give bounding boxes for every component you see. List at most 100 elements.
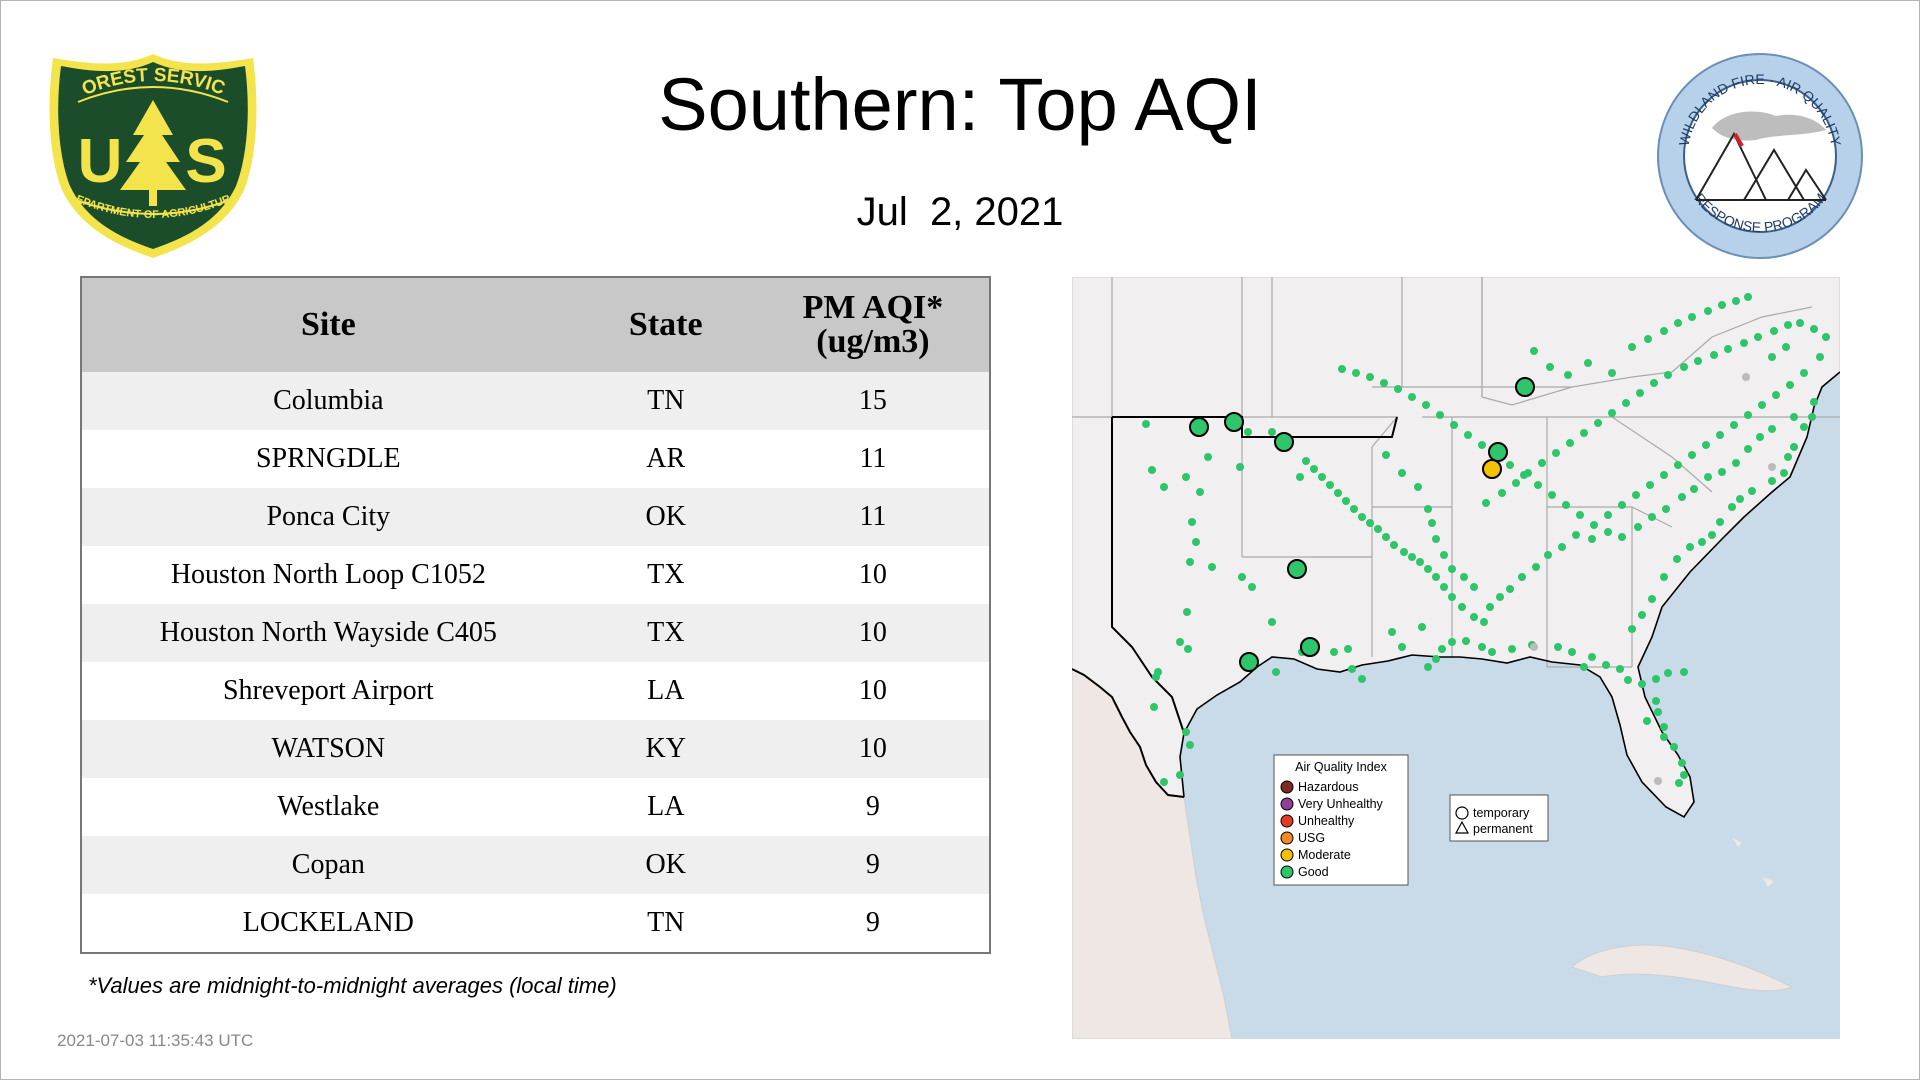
- table-row: SPRNGDLE AR 11: [81, 430, 990, 488]
- monitor-site-marker: [1576, 511, 1584, 519]
- monitor-site-marker: [1272, 668, 1280, 676]
- monitor-site-marker-no-data: [1768, 463, 1776, 471]
- legend-label: USG: [1298, 831, 1325, 845]
- aqi-cell: 9: [756, 894, 990, 953]
- monitor-site-marker: [1568, 648, 1576, 656]
- state-cell: TX: [574, 604, 757, 662]
- monitor-site-marker: [1728, 503, 1736, 511]
- monitor-site-marker: [1590, 521, 1598, 529]
- aqi-cell: 11: [756, 430, 990, 488]
- monitor-site-marker: [1754, 333, 1762, 341]
- legend-label: Hazardous: [1298, 780, 1358, 794]
- monitor-site-marker: [1768, 425, 1776, 433]
- monitor-site-marker: [1183, 608, 1191, 616]
- monitor-site-marker: [1268, 428, 1276, 436]
- monitor-site-marker: [1652, 697, 1660, 705]
- state-cell: AR: [574, 430, 757, 488]
- monitor-site-marker: [1634, 523, 1642, 531]
- monitor-site-marker: [1480, 618, 1488, 626]
- state-cell: TN: [574, 894, 757, 953]
- monitor-site-marker: [1673, 555, 1681, 563]
- monitor-site-marker: [1338, 365, 1346, 373]
- state-cell: TX: [574, 546, 757, 604]
- monitor-site-marker: [1710, 351, 1718, 359]
- wildland-fire-logo: WILDLAND FIRE · AIR QUALITY RESPONSE PRO…: [1657, 53, 1863, 259]
- monitor-site-marker: [1822, 333, 1830, 341]
- monitor-site-marker: [1744, 445, 1752, 453]
- monitor-site-marker: [1440, 551, 1448, 559]
- monitor-site-marker: [1432, 535, 1440, 543]
- monitor-site-marker: [1688, 313, 1696, 321]
- monitor-site-marker: [1660, 723, 1668, 731]
- monitor-site-marker: [1758, 401, 1766, 409]
- monitor-site-marker: [1508, 645, 1516, 653]
- monitor-site-marker: [1238, 573, 1246, 581]
- monitor-site-marker: [1482, 499, 1490, 507]
- monitor-site-marker-no-data: [1742, 373, 1750, 381]
- monitor-site-marker: [1544, 551, 1552, 559]
- monitor-site-marker: [1632, 491, 1640, 499]
- monitor-site-marker: [1506, 585, 1514, 593]
- monitor-site-marker: [1784, 321, 1792, 329]
- monitor-site-marker: [1488, 648, 1496, 656]
- monitor-site-marker: [1686, 543, 1694, 551]
- monitor-site-marker: [1382, 451, 1390, 459]
- monitor-site-marker: [1204, 453, 1212, 461]
- monitor-site-marker: [1604, 528, 1612, 536]
- site-cell: Houston North Loop C1052: [81, 546, 575, 604]
- monitor-site-marker: [1618, 533, 1626, 541]
- monitor-site-marker: [1608, 409, 1616, 417]
- monitor-site-marker: [1326, 481, 1334, 489]
- monitor-site-marker: [1664, 669, 1672, 677]
- monitor-site-marker: [1674, 461, 1682, 469]
- svg-text:S: S: [185, 127, 226, 196]
- site-cell: Copan: [81, 836, 575, 894]
- bahamas-landmass: [1732, 837, 1774, 887]
- table-row: Houston North Wayside C405 TX 10: [81, 604, 990, 662]
- monitor-site-marker: [1348, 665, 1356, 673]
- top-aqi-site-marker: [1189, 417, 1209, 437]
- monitor-site-marker: [1680, 771, 1688, 779]
- monitor-site-marker: [1680, 363, 1688, 371]
- monitor-site-marker: [1498, 489, 1506, 497]
- monitor-site-marker: [1810, 398, 1818, 406]
- monitor-site-marker: [1648, 595, 1656, 603]
- monitor-site-marker: [1432, 573, 1440, 581]
- aqi-cell: 10: [756, 604, 990, 662]
- legend-item-hazardous: Hazardous: [1280, 780, 1358, 794]
- monitor-site-marker: [1604, 511, 1612, 519]
- monitor-site-marker: [1810, 325, 1818, 333]
- monitor-site-marker: [1310, 465, 1318, 473]
- monitor-site-marker: [1648, 513, 1656, 521]
- state-cell: OK: [574, 488, 757, 546]
- legend-item-moderate: Moderate: [1280, 848, 1351, 862]
- monitor-site-marker: [1654, 708, 1662, 716]
- svg-text:U: U: [78, 127, 123, 196]
- site-cell: LOCKELAND: [81, 894, 575, 953]
- monitor-site-marker-no-data: [1654, 777, 1662, 785]
- table-row: Ponca City OK 11: [81, 488, 990, 546]
- legend-temporary-label: temporary: [1473, 806, 1530, 820]
- monitor-site-marker: [1478, 441, 1486, 449]
- aqi-monitor-map: Air Quality Index Hazardous Very Unhealt…: [1072, 277, 1840, 1039]
- top-aqi-table: Site State PM AQI* (ug/m3) Columbia TN 1…: [80, 276, 991, 954]
- top-aqi-site-marker: [1300, 637, 1320, 657]
- site-cell: Shreveport Airport: [81, 662, 575, 720]
- top-aqi-site-marker: [1224, 412, 1244, 432]
- monitor-site-marker: [1344, 645, 1352, 653]
- monitor-site-marker: [1616, 665, 1624, 673]
- monitor-site-marker: [1428, 519, 1436, 527]
- monitor-site-marker: [1790, 413, 1798, 421]
- monitor-site-marker: [1208, 563, 1216, 571]
- monitor-site-marker: [1643, 717, 1651, 725]
- monitor-site-marker: [1248, 583, 1256, 591]
- monitor-site-marker: [1296, 473, 1304, 481]
- monitor-site-marker: [1566, 439, 1574, 447]
- monitor-site-marker: [1448, 565, 1456, 573]
- monitor-site-marker: [1534, 481, 1542, 489]
- monitor-site-marker: [1694, 357, 1702, 365]
- monitor-site-marker: [1532, 563, 1540, 571]
- monitor-site-marker: [1160, 778, 1168, 786]
- monitor-site-marker: [1398, 469, 1406, 477]
- monitor-site-marker: [1618, 501, 1626, 509]
